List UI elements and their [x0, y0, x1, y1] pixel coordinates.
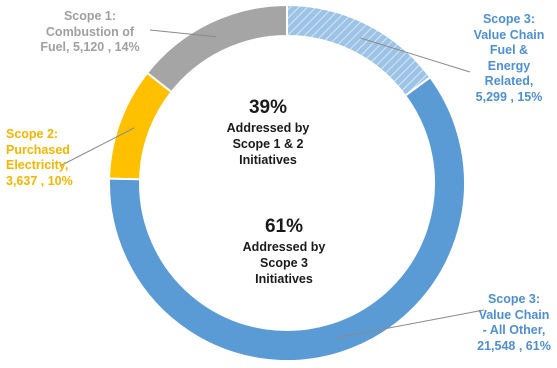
label-scope3-fuel-energy: Scope 3: Value Chain Fuel & Energy Relat… — [473, 12, 545, 104]
annotation-scope12: 39% Addressed by Scope 1 & 2 Initiatives — [198, 96, 338, 168]
leader-line-s3other — [335, 309, 485, 339]
annotation-scope3-percent: 61% — [264, 216, 304, 237]
leader-line-s3fuel — [360, 37, 471, 73]
label-scope1-combustion: Scope 1: Combustion of Fuel, 5,120 , 14% — [40, 9, 140, 54]
leader-line-s1 — [149, 29, 217, 38]
leader-line-s2 — [59, 127, 135, 167]
label-scope3-all-other: Scope 3: Value Chain - All Other, 21,548… — [477, 292, 551, 353]
annotation-scope3: 61% Addressed by Scope 3 Initiatives — [214, 215, 354, 287]
slice-s1 — [145, 3, 288, 94]
slice-s2 — [108, 71, 173, 181]
slice-s3other — [108, 75, 466, 362]
slice-s3fuel — [286, 3, 432, 98]
label-scope2-electricity: Scope 2: Purchased Electricity, 3,637 , … — [6, 127, 73, 188]
annotation-scope12-percent: 39% — [248, 97, 288, 118]
